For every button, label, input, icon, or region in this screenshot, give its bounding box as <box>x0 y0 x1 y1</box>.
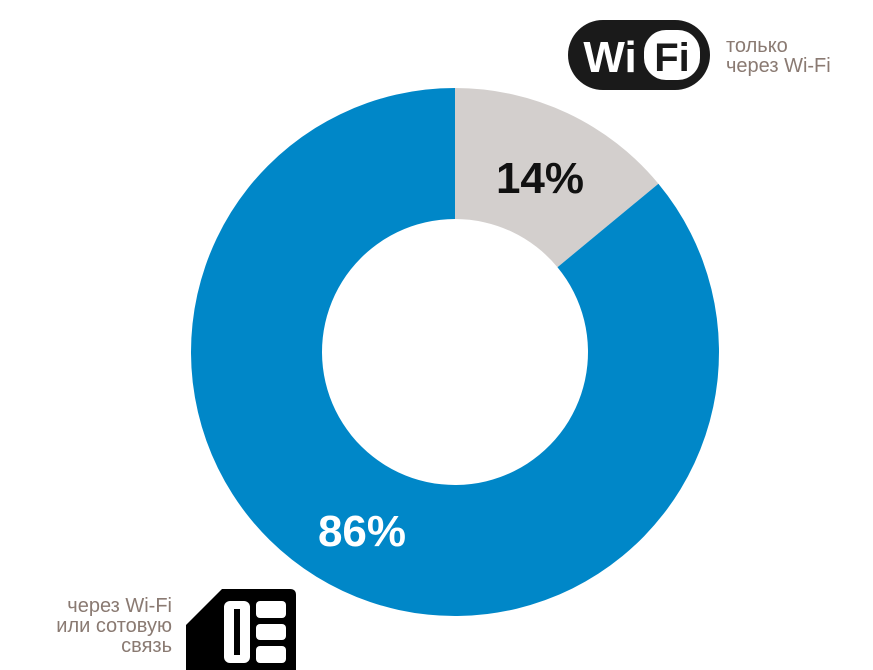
value-label-wifi-only: 14% <box>496 154 584 203</box>
legend-cell-line-2: или сотовую <box>56 615 172 637</box>
value-label-wifi-or-cellular: 86% <box>318 507 406 556</box>
legend-cell-line-3: связь <box>121 635 172 657</box>
legend-wifi-only: только через Wi-Fi <box>726 36 831 76</box>
wifi-logo-icon: Wi Fi <box>568 20 710 90</box>
legend-wifi-line-2: через Wi-Fi <box>726 55 831 77</box>
wifi-logo-text-wi: Wi <box>583 33 636 82</box>
legend-wifi-line-1: только <box>726 35 788 57</box>
legend-wifi-or-cellular: через Wi-Fi или сотовую связь <box>0 596 172 656</box>
legend-cell-line-1: через Wi-Fi <box>67 595 172 617</box>
sim-card-icon <box>186 589 296 670</box>
slice-wifi-or-cellular <box>191 88 719 616</box>
wifi-logo-text-fi: Fi <box>654 36 690 80</box>
slice-wifi-only <box>455 88 659 268</box>
